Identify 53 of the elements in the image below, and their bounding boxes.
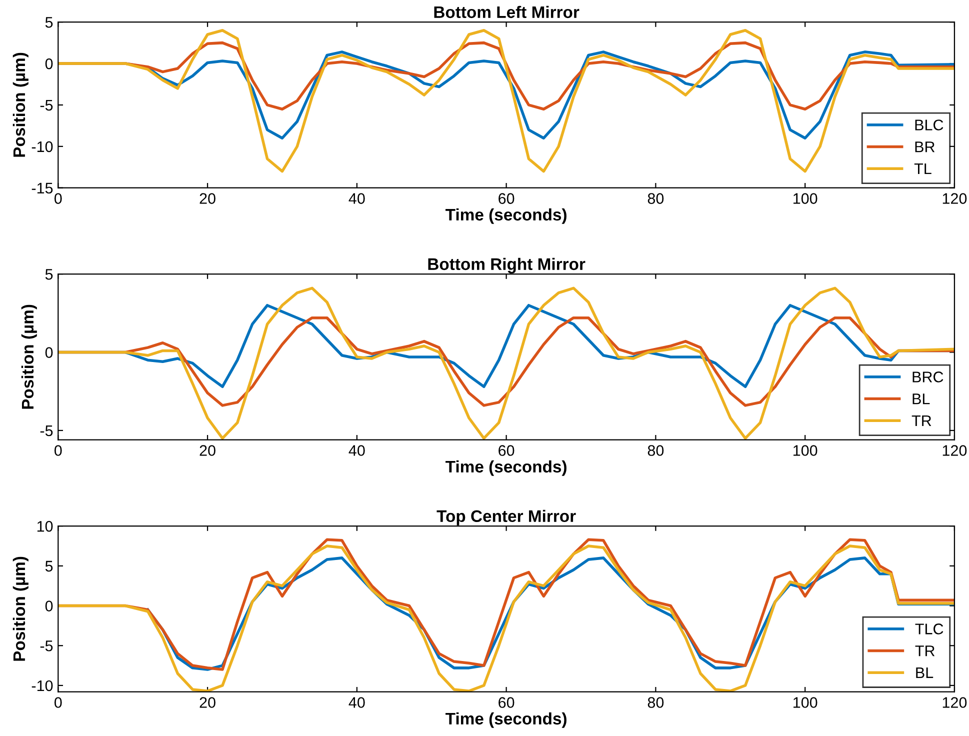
y-tick-label: 10 xyxy=(37,520,53,532)
y-tick-label: -5 xyxy=(40,640,53,652)
x-tick-label: 40 xyxy=(348,193,365,204)
legend-label: BLC xyxy=(915,120,944,130)
chart-title: Bottom Left Mirror xyxy=(434,6,580,18)
y-tick-label: 5 xyxy=(45,269,53,280)
x-tick-label: 60 xyxy=(498,445,514,456)
y-tick-label: 5 xyxy=(45,560,53,572)
x-tick-label: 0 xyxy=(54,697,62,708)
x-tick-label: 0 xyxy=(54,193,62,204)
y-tick-label: -5 xyxy=(40,425,53,436)
x-tick-label: 80 xyxy=(648,445,664,456)
x-tick-label: 40 xyxy=(348,697,365,708)
legend-label: BL xyxy=(912,394,930,404)
x-tick-label: 20 xyxy=(200,445,216,456)
y-tick-label: 5 xyxy=(45,17,53,28)
legend-label: TLC xyxy=(915,624,944,634)
x-tick-label: 20 xyxy=(200,193,216,204)
chart-title: Top Center Mirror xyxy=(436,510,576,526)
y-tick-label: 0 xyxy=(45,347,53,358)
x-tick-label: 100 xyxy=(794,193,818,204)
y-tick-label: 0 xyxy=(45,600,53,612)
chart-title: Bottom Right Mirror xyxy=(428,258,586,274)
y-tick-label: 0 xyxy=(45,58,53,70)
x-tick-label: 0 xyxy=(54,445,62,456)
x-tick-label: 60 xyxy=(498,697,514,708)
x-tick-label: 20 xyxy=(200,697,216,708)
x-axis-title: Time (seconds) xyxy=(446,460,566,476)
y-axis-title: Position (µm) xyxy=(12,52,28,157)
x-tick-label: 120 xyxy=(942,193,967,204)
x-tick-label: 120 xyxy=(942,445,967,456)
legend-label: BR xyxy=(915,142,935,152)
y-tick-label: -10 xyxy=(32,680,53,692)
y-tick-label: -5 xyxy=(40,100,53,111)
y-tick-label: -10 xyxy=(32,141,53,152)
x-tick-label: 60 xyxy=(498,193,514,204)
x-tick-label: 80 xyxy=(648,193,664,204)
legend-label: TL xyxy=(914,163,932,174)
x-axis-title: Time (seconds) xyxy=(446,208,566,224)
x-tick-label: 120 xyxy=(942,697,967,708)
legend-label: BRC xyxy=(912,372,944,382)
legend-label: TR xyxy=(912,415,932,426)
x-tick-label: 80 xyxy=(648,697,664,708)
x-tick-label: 40 xyxy=(348,445,365,456)
y-axis-title: Position (µm) xyxy=(21,304,37,409)
x-axis-title: Time (seconds) xyxy=(446,712,566,728)
y-axis-title: Position (µm) xyxy=(12,556,28,661)
legend-label: TR xyxy=(915,646,935,656)
x-tick-label: 100 xyxy=(794,445,818,456)
legend-label: BL xyxy=(916,667,934,678)
x-tick-label: 100 xyxy=(794,697,818,708)
y-tick-label: -15 xyxy=(32,182,53,194)
line-series xyxy=(58,28,954,173)
